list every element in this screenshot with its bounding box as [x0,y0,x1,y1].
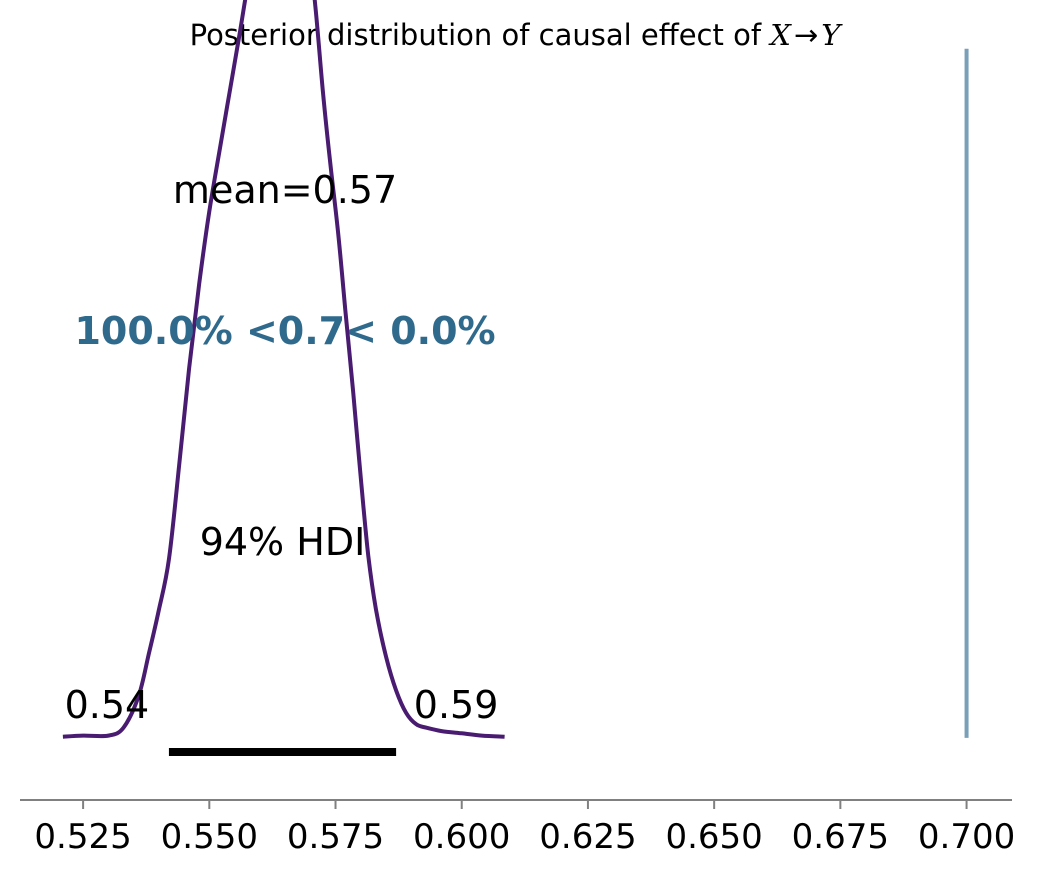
hdi-probability-label: 94% HDI [200,520,366,564]
chart-title: Posterior distribution of causal effect … [190,18,844,52]
x-tick-label: 0.675 [792,817,889,857]
chart-title-math-x: X [768,18,792,52]
x-axis: 0.525 0.550 0.575 0.600 0.625 0.650 0.675 0.700 [20,799,1015,857]
chart-title-text: Posterior distribution of causal effect … [190,18,771,52]
x-tick-label: 0.600 [413,817,510,857]
hdi-upper-label: 0.59 [414,683,499,727]
x-tick-label: 0.625 [539,817,636,857]
density-curve [62,0,505,739]
x-tick-label: 0.575 [287,817,384,857]
mean-label: mean=0.57 [173,168,397,212]
chart-title-math-y: Y [821,18,843,52]
plot-area [62,0,969,756]
chart-title-arrow: → [794,18,818,52]
hdi-lower-label: 0.54 [65,683,150,727]
x-tick-label: 0.525 [34,817,131,857]
x-tick-label: 0.550 [161,817,258,857]
reference-probability-label: 100.0% <0.7< 0.0% [74,309,495,353]
x-tick-label: 0.700 [918,817,1015,857]
x-tick-label: 0.650 [665,817,762,857]
